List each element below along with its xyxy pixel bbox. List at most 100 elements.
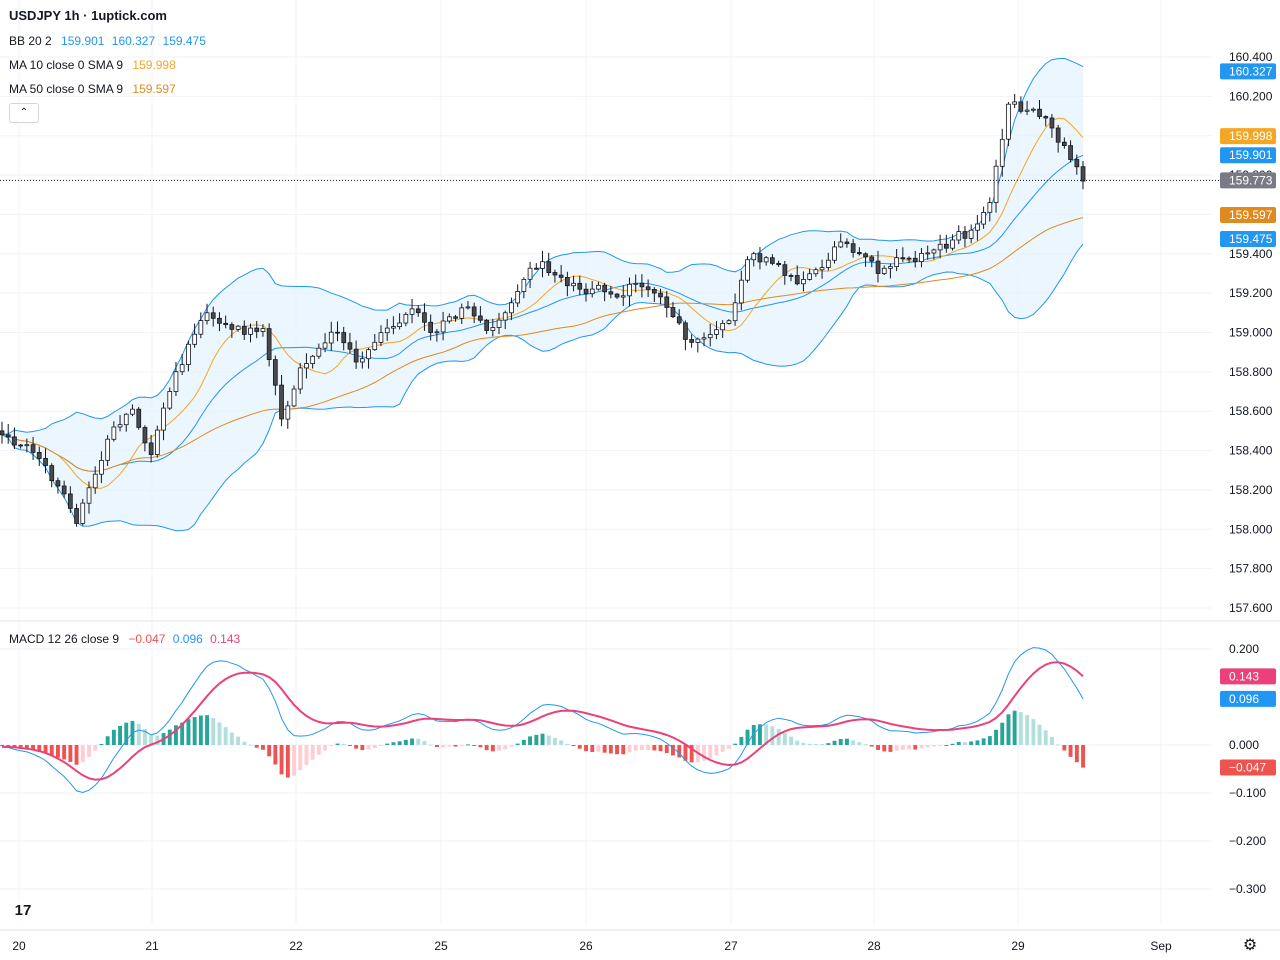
- candle-body[interactable]: [366, 349, 371, 360]
- candle-body[interactable]: [589, 288, 595, 295]
- candle-body[interactable]: [347, 342, 353, 350]
- candle-body[interactable]: [515, 291, 521, 304]
- candle-body[interactable]: [956, 231, 962, 241]
- candle-body[interactable]: [701, 337, 707, 340]
- candle-body[interactable]: [695, 338, 701, 343]
- candle-body[interactable]: [937, 243, 943, 251]
- candle-body[interactable]: [223, 322, 228, 325]
- candle-body[interactable]: [186, 343, 191, 365]
- candle-body[interactable]: [981, 211, 987, 225]
- candle-body[interactable]: [130, 408, 135, 415]
- candle-body[interactable]: [652, 288, 657, 294]
- candle-body[interactable]: [55, 480, 61, 487]
- candle-body[interactable]: [409, 308, 415, 315]
- candle-body[interactable]: [136, 408, 142, 428]
- candle-body[interactable]: [217, 317, 222, 324]
- candle-body[interactable]: [534, 267, 539, 270]
- candle-body[interactable]: [415, 308, 421, 314]
- candle-body[interactable]: [18, 444, 24, 447]
- candle-body[interactable]: [496, 319, 502, 328]
- candle-body[interactable]: [552, 272, 558, 276]
- candle-body[interactable]: [944, 243, 949, 249]
- ma50-legend[interactable]: MA 50 close 0 SMA 9 159.597: [9, 82, 182, 96]
- candle-body[interactable]: [372, 341, 378, 350]
- candle-body[interactable]: [1080, 166, 1086, 182]
- candle-body[interactable]: [639, 282, 645, 288]
- candle-body[interactable]: [1012, 101, 1018, 105]
- candle-body[interactable]: [235, 325, 241, 330]
- candle-body[interactable]: [826, 259, 831, 268]
- gear-icon[interactable]: ⚙: [1242, 937, 1258, 954]
- candle-body[interactable]: [509, 302, 514, 314]
- candle-body[interactable]: [297, 367, 303, 390]
- time-axis[interactable]: 20 21 22 25 26 27 28 29 Sep: [0, 929, 1280, 953]
- candle-body[interactable]: [577, 282, 583, 290]
- candle-body[interactable]: [869, 256, 875, 262]
- candle-body[interactable]: [179, 364, 185, 373]
- candle-body[interactable]: [1018, 101, 1024, 112]
- candle-body[interactable]: [906, 257, 912, 260]
- candle-body[interactable]: [384, 327, 390, 334]
- candle-body[interactable]: [192, 333, 197, 345]
- candle-body[interactable]: [546, 261, 552, 274]
- candle-body[interactable]: [24, 444, 30, 447]
- candle-body[interactable]: [782, 264, 788, 276]
- candle-body[interactable]: [776, 262, 782, 266]
- candle-body[interactable]: [304, 363, 309, 369]
- candle-body[interactable]: [627, 283, 632, 297]
- candle-body[interactable]: [173, 371, 179, 392]
- candle-body[interactable]: [117, 424, 123, 428]
- candle-body[interactable]: [310, 355, 316, 364]
- candle-body[interactable]: [1037, 108, 1042, 117]
- candle-body[interactable]: [490, 327, 496, 331]
- candle-body[interactable]: [92, 473, 98, 489]
- candle-body[interactable]: [105, 438, 110, 461]
- candle-body[interactable]: [707, 334, 713, 339]
- candle-body[interactable]: [863, 253, 868, 258]
- candle-body[interactable]: [74, 508, 79, 524]
- candle-body[interactable]: [614, 293, 620, 298]
- candle-body[interactable]: [272, 359, 278, 386]
- candle-body[interactable]: [241, 325, 247, 335]
- candle-body[interactable]: [968, 229, 974, 239]
- candle-body[interactable]: [434, 331, 440, 334]
- candle-body[interactable]: [670, 307, 676, 318]
- candle-body[interactable]: [763, 257, 769, 263]
- macd-legend[interactable]: MACD 12 26 close 9 −0.047 0.096 0.143: [9, 632, 246, 646]
- candle-body[interactable]: [739, 279, 744, 304]
- candle-body[interactable]: [807, 273, 813, 280]
- candle-body[interactable]: [583, 288, 589, 295]
- candle-body[interactable]: [111, 426, 117, 440]
- candle-body[interactable]: [813, 269, 819, 275]
- candle-body[interactable]: [229, 324, 235, 330]
- candle-body[interactable]: [341, 332, 347, 344]
- candle-body[interactable]: [471, 306, 477, 317]
- candle-body[interactable]: [154, 429, 160, 455]
- candle-body[interactable]: [596, 284, 601, 290]
- candle-body[interactable]: [602, 284, 608, 293]
- candle-body[interactable]: [167, 391, 173, 409]
- candle-body[interactable]: [919, 252, 924, 262]
- candle-body[interactable]: [527, 267, 533, 280]
- candle-body[interactable]: [0, 430, 5, 436]
- candle-body[interactable]: [61, 485, 67, 495]
- candle-body[interactable]: [975, 223, 980, 231]
- candle-body[interactable]: [502, 312, 508, 321]
- candle-body[interactable]: [931, 249, 937, 254]
- candle-body[interactable]: [86, 487, 92, 504]
- candle-body[interactable]: [204, 312, 210, 321]
- candle-body[interactable]: [198, 320, 204, 335]
- candle-body[interactable]: [403, 313, 409, 324]
- candle-body[interactable]: [428, 321, 434, 333]
- candle-body[interactable]: [732, 302, 738, 322]
- candle-body[interactable]: [565, 276, 570, 287]
- candle-body[interactable]: [888, 266, 893, 269]
- candle-body[interactable]: [291, 388, 297, 407]
- ma10-legend[interactable]: MA 10 close 0 SMA 9 159.998: [9, 58, 182, 72]
- candle-body[interactable]: [422, 312, 427, 323]
- candle-body[interactable]: [254, 327, 260, 332]
- candle-body[interactable]: [210, 312, 216, 319]
- candle-body[interactable]: [819, 267, 825, 271]
- candle-body[interactable]: [633, 282, 639, 285]
